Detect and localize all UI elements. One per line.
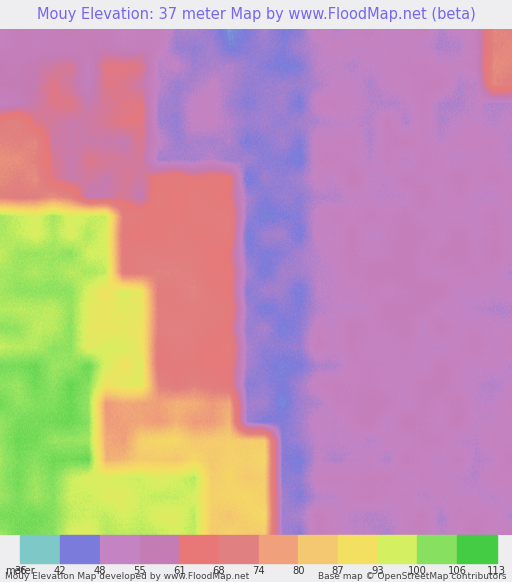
Bar <box>298 535 338 563</box>
Bar <box>338 535 378 563</box>
Bar <box>20 535 60 563</box>
Text: meter: meter <box>5 566 35 576</box>
Text: 113: 113 <box>487 566 506 576</box>
Text: 80: 80 <box>292 566 305 576</box>
Bar <box>259 535 298 563</box>
Bar <box>219 535 259 563</box>
Bar <box>60 535 100 563</box>
Text: 42: 42 <box>54 566 67 576</box>
Bar <box>179 535 219 563</box>
Text: 87: 87 <box>332 566 344 576</box>
Text: 106: 106 <box>447 566 466 576</box>
Text: 100: 100 <box>408 566 426 576</box>
Bar <box>457 535 497 563</box>
Text: 68: 68 <box>212 566 225 576</box>
Bar <box>378 535 417 563</box>
Text: 48: 48 <box>94 566 106 576</box>
Text: 36: 36 <box>14 566 27 576</box>
Text: 74: 74 <box>252 566 265 576</box>
Bar <box>139 535 179 563</box>
Text: 93: 93 <box>371 566 384 576</box>
Text: Base map © OpenStreetMap contributors: Base map © OpenStreetMap contributors <box>318 572 507 581</box>
Text: 55: 55 <box>133 566 146 576</box>
Bar <box>100 535 139 563</box>
Text: Mouy Elevation Map developed by www.FloodMap.net: Mouy Elevation Map developed by www.Floo… <box>5 572 249 581</box>
Text: Mouy Elevation: 37 meter Map by www.FloodMap.net (beta): Mouy Elevation: 37 meter Map by www.Floo… <box>37 7 475 22</box>
Bar <box>417 535 457 563</box>
Text: 61: 61 <box>173 566 185 576</box>
